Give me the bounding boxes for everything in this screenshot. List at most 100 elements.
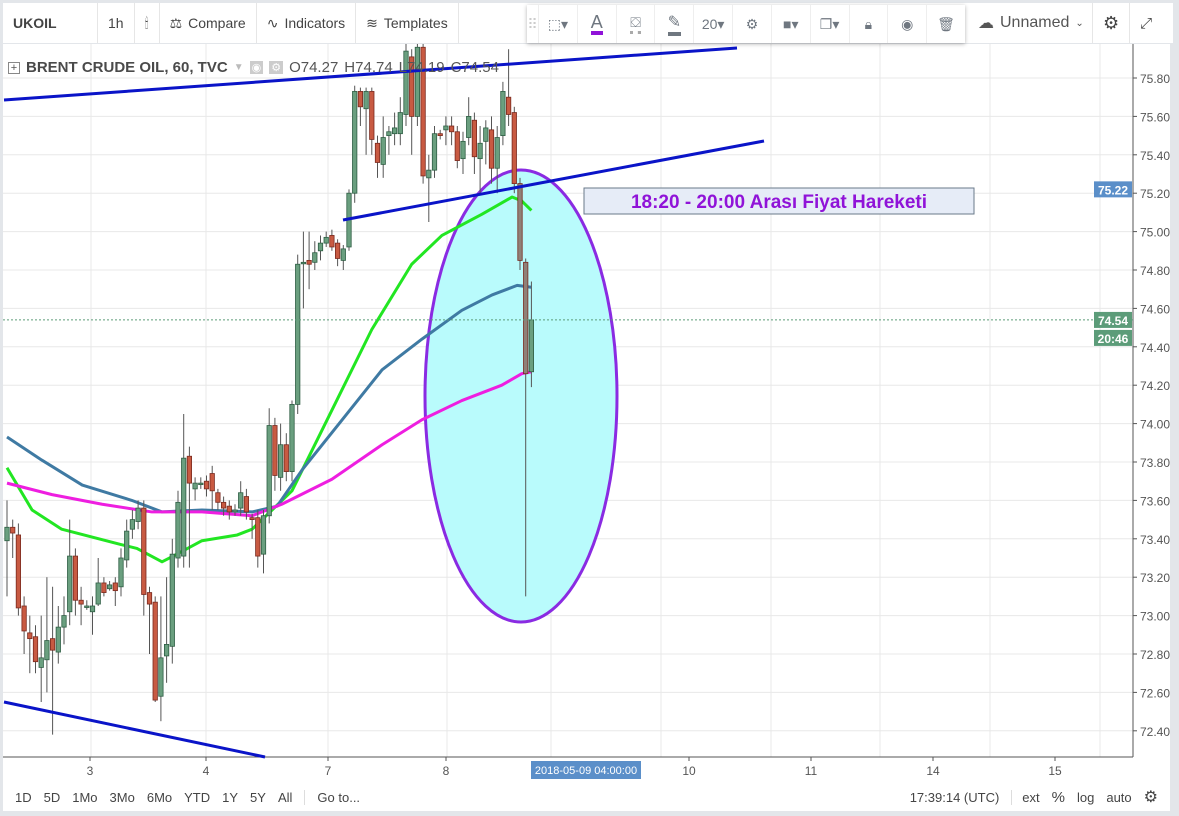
- candle-body: [528, 319, 535, 373]
- price-chart[interactable]: 75.80 75.60 75.40 75.20 75.00 74.80 74.60 74.40…: [3, 30, 1176, 783]
- range-all[interactable]: All: [272, 789, 306, 805]
- candle: [238, 481, 244, 516]
- candle: [409, 49, 415, 155]
- goto-button[interactable]: Go to...: [317, 789, 361, 805]
- candle-body: [414, 46, 421, 117]
- gear-icon[interactable]: ⚙: [1143, 789, 1158, 806]
- drag-handle[interactable]: ⠿: [527, 5, 539, 43]
- fill-color-button[interactable]: ⛋: [617, 5, 656, 43]
- candle: [255, 510, 261, 568]
- candle-body: [483, 127, 489, 142]
- dropdown-icon[interactable]: ▼: [233, 62, 244, 73]
- layer-button[interactable]: ■▾: [772, 5, 811, 43]
- visibility-button[interactable]: ◉: [888, 5, 928, 43]
- text-color-button[interactable]: A: [578, 5, 617, 43]
- candle-body: [397, 112, 403, 135]
- candle-body: [249, 517, 255, 520]
- trend-line[interactable]: [342, 139, 765, 222]
- price-tick-label: 74.80: [1140, 264, 1170, 278]
- candle: [249, 513, 255, 539]
- range-5y[interactable]: 5Y: [250, 789, 266, 805]
- series-title[interactable]: BRENT CRUDE OIL, 60, TVC: [26, 59, 228, 76]
- compare-icon: ⚖: [169, 14, 183, 31]
- eye-icon[interactable]: ◉: [249, 61, 264, 74]
- candle: [500, 81, 506, 146]
- chart-style-button[interactable]: 🕯︎: [135, 3, 160, 43]
- line-color-button[interactable]: ✎: [655, 5, 695, 43]
- range-ytd[interactable]: YTD: [184, 789, 211, 805]
- auto-toggle[interactable]: auto: [1106, 789, 1132, 805]
- candle-body: [78, 599, 84, 605]
- candle: [426, 154, 432, 222]
- candle-body: [426, 169, 432, 179]
- selection-button[interactable]: ⬚▾: [539, 5, 578, 43]
- candle-body: [306, 259, 312, 265]
- candle: [357, 87, 364, 126]
- candle-body: [27, 632, 33, 640]
- candle-body: [323, 236, 329, 244]
- range-3mo[interactable]: 3Mo: [109, 789, 135, 805]
- symbol-search[interactable]: UKOIL: [3, 3, 98, 43]
- compare-button[interactable]: ⚖ Compare: [160, 3, 257, 43]
- candle: [260, 510, 267, 574]
- chart-pane[interactable]: 75.80 75.60 75.40 75.20 75.00 74.80 74.60 74.40…: [3, 30, 1176, 783]
- candle-body: [4, 526, 10, 542]
- font-size-select[interactable]: 20 ▾: [694, 5, 734, 43]
- templates-label: Templates: [383, 15, 448, 31]
- range-5d[interactable]: 5D: [43, 789, 61, 805]
- delete-button[interactable]: 🗑︎: [927, 5, 965, 43]
- indicators-button[interactable]: ∿ Indicators: [257, 3, 357, 43]
- time-tick-label: 11: [805, 764, 818, 778]
- selection-icon: ⬚▾: [547, 15, 569, 32]
- lock-button[interactable]: 🔒︎: [850, 5, 889, 43]
- layout-controls: ☁ Unnamed ⌄ ⚙ ⤢: [968, 3, 1162, 43]
- fullscreen-button[interactable]: ⤢: [1130, 3, 1162, 43]
- clone-button[interactable]: ❐▾: [811, 5, 850, 43]
- fill-icon: ⛋: [630, 14, 641, 34]
- candle: [226, 500, 232, 520]
- candle-body: [84, 605, 90, 608]
- range-1mo[interactable]: 1Mo: [72, 789, 98, 805]
- candle-body: [471, 119, 478, 158]
- trend-line[interactable]: [3, 700, 266, 759]
- candle-body: [386, 131, 392, 136]
- font-size-value: 20: [701, 16, 718, 32]
- annotation-text[interactable]: 18:20 - 20:00 Arası Fiyat Hareketi: [631, 192, 927, 213]
- candle-body: [477, 142, 483, 160]
- candle: [471, 112, 478, 174]
- candle-body: [10, 526, 16, 534]
- eye-icon: ◉: [901, 15, 914, 32]
- chart-settings-button[interactable]: ⚙: [1093, 3, 1131, 43]
- layout-menu[interactable]: ☁ Unnamed ⌄: [968, 3, 1093, 43]
- settings-button[interactable]: ⚙: [733, 5, 772, 43]
- percent-toggle[interactable]: %: [1051, 788, 1065, 806]
- range-1d[interactable]: 1D: [15, 789, 32, 805]
- ext-toggle[interactable]: ext: [1022, 789, 1040, 805]
- candle: [129, 510, 135, 539]
- log-toggle[interactable]: log: [1076, 789, 1095, 805]
- candle-body: [220, 501, 227, 509]
- annotation-box[interactable]: [583, 187, 975, 215]
- range-1y[interactable]: 1Y: [222, 789, 239, 805]
- candle-body: [317, 242, 324, 252]
- range-6mo[interactable]: 6Mo: [146, 789, 173, 805]
- templates-button[interactable]: ≋ Templates: [356, 3, 459, 43]
- highlight-ellipse[interactable]: [423, 168, 619, 624]
- candle-body: [21, 605, 27, 632]
- interval-button[interactable]: 1h: [98, 3, 135, 43]
- layout-name: Unnamed: [1000, 14, 1070, 31]
- candle: [135, 500, 141, 530]
- candle: [454, 126, 460, 169]
- layer-icon: ■▾: [783, 15, 799, 32]
- candle: [203, 475, 210, 497]
- compare-label: Compare: [188, 15, 246, 31]
- expand-icon[interactable]: +: [8, 61, 20, 74]
- price-tick-label: 75.80: [1140, 72, 1170, 86]
- candle-body: [135, 507, 141, 522]
- clock: 17:39:14 (UTC): [904, 789, 1013, 805]
- trend-line[interactable]: [3, 46, 738, 102]
- candle: [391, 112, 398, 146]
- last-price-label: 74.54: [1098, 314, 1128, 328]
- settings-icon[interactable]: ⚙: [269, 61, 284, 74]
- candle: [4, 500, 10, 597]
